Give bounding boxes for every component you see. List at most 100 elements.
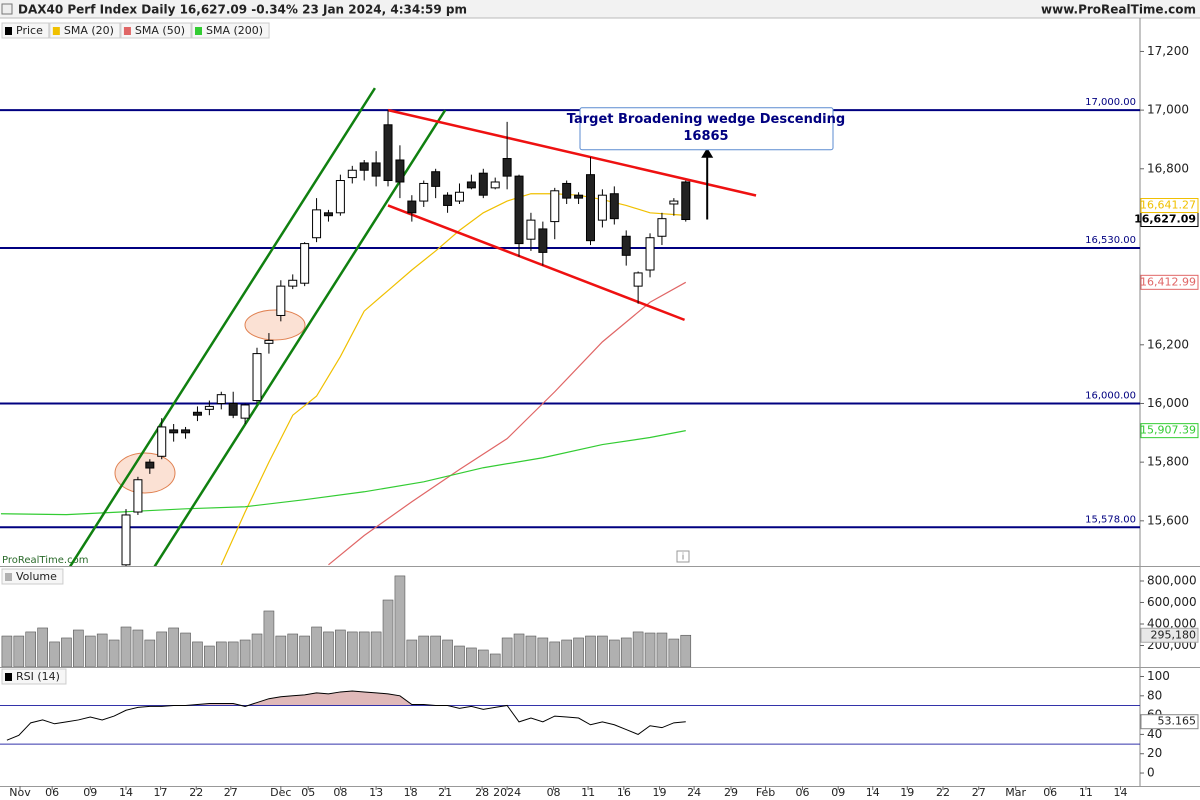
volume-bar (263, 610, 275, 667)
candle-body (502, 158, 512, 177)
volume-bar (323, 631, 334, 667)
candle-body (585, 174, 595, 242)
candle-body (169, 429, 179, 434)
candle-body (276, 285, 286, 316)
x-tick-label: 11 (1079, 786, 1093, 799)
x-tick-label: 16 (617, 786, 631, 799)
legend-swatch (5, 673, 12, 681)
y-tick-label: 40 (1147, 727, 1162, 741)
y-tick-label: 16,200 (1147, 337, 1189, 351)
volume-bar (192, 641, 203, 667)
watermark: ProRealTime.com (2, 555, 88, 566)
legend-swatch (5, 573, 12, 581)
volume-bar (108, 639, 120, 667)
volume-bar (215, 641, 227, 667)
last-value-box (1140, 423, 1199, 439)
candle-body (478, 172, 488, 196)
app-icon[interactable] (1, 3, 13, 15)
volume-bar (251, 633, 263, 667)
x-tick-label: 27 (224, 786, 238, 799)
volume-bar (168, 627, 179, 667)
x-tick-label: 06 (45, 786, 59, 799)
last-value-label: 15,907.39 (1140, 424, 1196, 437)
x-tick-label: 22 (189, 786, 203, 799)
legend-label: RSI (14) (16, 670, 60, 683)
legend-entry-box[interactable] (120, 22, 192, 39)
last-value-label: 16,641.27 (1140, 199, 1196, 212)
last-value-label: 53.165 (1158, 715, 1197, 728)
y-tick-label: 80 (1147, 688, 1162, 702)
volume-bar (585, 635, 596, 667)
legend-entry-box[interactable] (1, 668, 67, 685)
last-value-box (1140, 627, 1199, 643)
candle-body (145, 461, 155, 469)
info-icon[interactable] (676, 550, 690, 563)
candle-body (633, 272, 643, 287)
x-tick-label: 11 (581, 786, 595, 799)
trendline (387, 108, 757, 197)
volume-bar (275, 635, 287, 667)
x-tick-label: 06 (1043, 786, 1057, 799)
volume-bar (37, 627, 48, 667)
volume-bar (561, 639, 572, 667)
x-tick-label: Mar (1005, 786, 1026, 799)
candle-body (514, 175, 524, 245)
moving-average-line (328, 281, 687, 566)
legend-swatch (195, 27, 202, 35)
y-tick-label: 20 (1147, 746, 1162, 760)
candle-body (597, 194, 607, 221)
volume-bar (668, 638, 680, 667)
volume-bar (204, 645, 215, 667)
volume-bar (466, 647, 477, 667)
moving-average-line (220, 193, 686, 566)
y-tick-label: 600,000 (1147, 595, 1197, 609)
level-label: 15,578.00 (1085, 514, 1136, 525)
legend-entry-box[interactable] (1, 22, 50, 39)
y-tick-label: 16,800 (1147, 161, 1189, 175)
trendline (153, 109, 447, 566)
x-tick-label: 18 (404, 786, 418, 799)
volume-bar (180, 632, 191, 667)
target-box[interactable] (579, 107, 834, 151)
legend-label: Price (16, 24, 43, 37)
volume-bar (287, 633, 299, 667)
legend-entry-box[interactable] (1, 568, 64, 585)
candle-body (681, 181, 691, 221)
trendline (68, 87, 376, 566)
level-label: 16,530.00 (1085, 235, 1136, 246)
candle-body (621, 235, 631, 256)
volume-bar (120, 626, 132, 667)
x-tick-label: 19 (900, 786, 914, 799)
volume-bar (477, 649, 489, 667)
candle-body (395, 159, 405, 183)
volume-bar (156, 631, 168, 667)
volume-bar (299, 635, 310, 667)
volume-bar (144, 639, 156, 667)
legend-entry-box[interactable] (191, 22, 270, 39)
candle-body (300, 243, 310, 284)
volume-bar (632, 631, 644, 667)
volume-bar (335, 629, 346, 667)
legend-entry-box[interactable] (49, 22, 121, 39)
last-value-box (1140, 714, 1199, 730)
candle-body (383, 124, 393, 182)
last-value-label: 16,627.09 (1134, 213, 1196, 226)
volume-bar (96, 633, 108, 667)
candle-body (526, 219, 536, 240)
volume-bar (370, 631, 382, 667)
volume-bar (382, 599, 394, 667)
candle-body (431, 171, 441, 187)
volume-bar (513, 633, 525, 667)
x-tick-label: 09 (831, 786, 845, 799)
y-tick-label: 16,000 (1147, 396, 1189, 410)
volume-bar (454, 645, 465, 667)
y-tick-label: 17,000 (1147, 103, 1189, 117)
volume-bar (358, 631, 370, 667)
candle-body (550, 190, 560, 223)
x-tick-label: 22 (936, 786, 950, 799)
volume-bar (227, 641, 239, 667)
x-tick-label: 14 (866, 786, 880, 799)
volume-bar (501, 637, 513, 667)
volume-bar (1, 635, 13, 667)
x-tick-label: 2024 (493, 786, 521, 799)
